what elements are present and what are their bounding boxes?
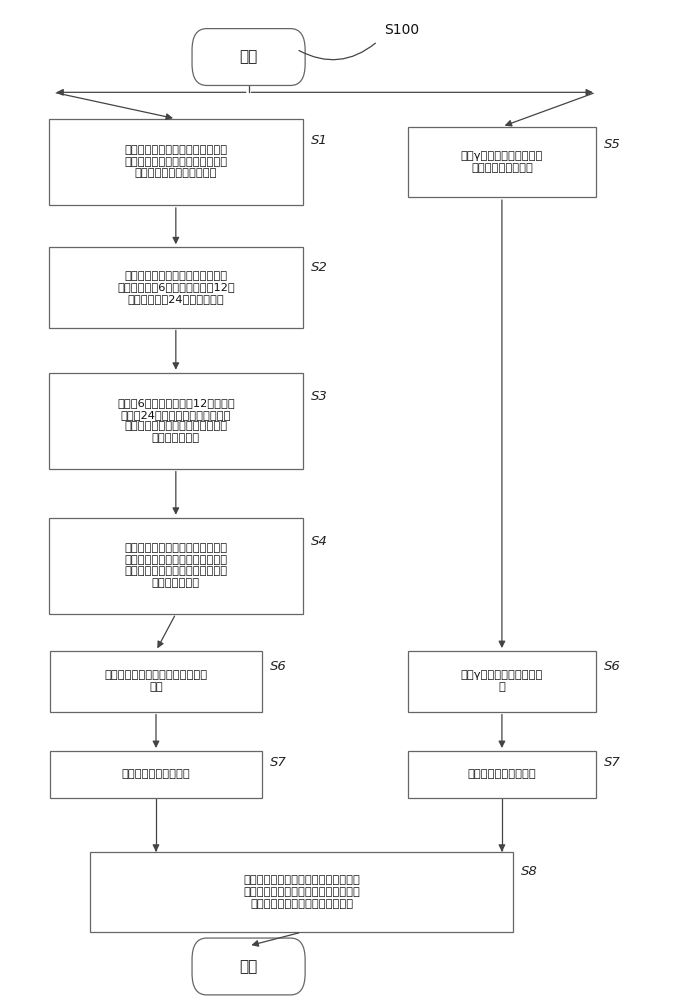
- Text: 获取γ相机采集的含有辐射
强度分布信息的图像: 获取γ相机采集的含有辐射 强度分布信息的图像: [461, 151, 543, 173]
- Text: S7: S7: [604, 756, 621, 769]
- Text: 将关键点生成特征向量: 将关键点生成特征向量: [122, 769, 190, 779]
- FancyBboxPatch shape: [408, 127, 596, 197]
- Text: 从显著图中选取最显著的点，以此
点为显著点，在对应的特征显著图
中采用区域生长的方式进行分割，
得到感兴趣区域: 从显著图中选取最显著的点，以此 点为显著点，在对应的特征显著图 中采用区域生长的…: [124, 543, 227, 588]
- Text: 开始: 开始: [240, 50, 258, 65]
- Text: 提取普通相机图像感兴趣区域的关
键点: 提取普通相机图像感兴趣区域的关 键点: [105, 670, 207, 692]
- Text: 提取γ相机混合图像的关键
点: 提取γ相机混合图像的关键 点: [461, 670, 543, 692]
- Text: 结束: 结束: [240, 959, 258, 974]
- FancyBboxPatch shape: [48, 373, 303, 469]
- Text: S2: S2: [311, 261, 328, 274]
- FancyBboxPatch shape: [408, 651, 596, 712]
- Text: 将关键点生成特征向量: 将关键点生成特征向量: [468, 769, 536, 779]
- Text: 将感兴趣区域关键点的特征向量与混合
图像关键点的特征向量进行匹配，如果
符合匹配条件，则目标为作业目标: 将感兴趣区域关键点的特征向量与混合 图像关键点的特征向量进行匹配，如果 符合匹配…: [243, 875, 360, 909]
- Text: 用普通相机采集目标图像，并提取
图像的亮度、颜色和方向特征，得
到亮度、颜色和方向特征图: 用普通相机采集目标图像，并提取 图像的亮度、颜色和方向特征，得 到亮度、颜色和方…: [124, 145, 227, 178]
- Text: 对亮度、颜色和方向特征图进行计
算，分别得到6幅亮度视差图、12幅
颜色视差图和24幅方向视差图: 对亮度、颜色和方向特征图进行计 算，分别得到6幅亮度视差图、12幅 颜色视差图和…: [117, 271, 235, 304]
- Text: S6: S6: [604, 660, 621, 673]
- Text: S3: S3: [311, 390, 328, 403]
- FancyBboxPatch shape: [90, 852, 513, 932]
- Text: S1: S1: [311, 134, 328, 147]
- FancyBboxPatch shape: [48, 518, 303, 614]
- Text: S8: S8: [521, 865, 538, 878]
- FancyBboxPatch shape: [48, 247, 303, 328]
- Text: S5: S5: [604, 138, 621, 151]
- FancyBboxPatch shape: [48, 119, 303, 205]
- FancyBboxPatch shape: [50, 751, 262, 798]
- Text: S100: S100: [384, 23, 420, 37]
- FancyBboxPatch shape: [192, 29, 305, 85]
- Text: S7: S7: [270, 756, 287, 769]
- FancyBboxPatch shape: [408, 751, 596, 798]
- Text: S4: S4: [311, 535, 328, 548]
- Text: S6: S6: [270, 660, 287, 673]
- FancyBboxPatch shape: [50, 651, 262, 712]
- Text: 分别对6幅亮度视差图、12幅颜色视
差图和24幅方向视差图进行归一化
处理，得到亮度显著图、颜色显著
图和方向显著图: 分别对6幅亮度视差图、12幅颜色视 差图和24幅方向视差图进行归一化 处理，得到…: [117, 398, 235, 443]
- FancyBboxPatch shape: [192, 938, 305, 995]
